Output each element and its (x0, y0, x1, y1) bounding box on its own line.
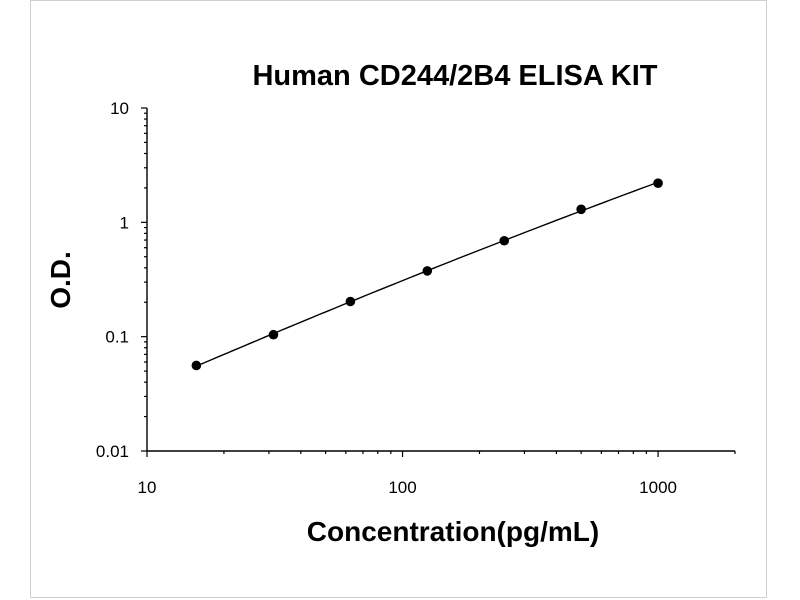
data-point (345, 296, 356, 307)
data-point (576, 204, 586, 215)
x-axis-title: Concentration(pg/mL) (307, 516, 599, 547)
chart-frame (30, 0, 767, 598)
data-point (653, 178, 663, 188)
x-tick-label: 10 (138, 478, 157, 497)
y-axis-ticks (141, 107, 147, 452)
x-tick-label: 100 (388, 478, 416, 497)
x-axis-ticks (146, 451, 736, 457)
data-points (191, 178, 663, 371)
y-tick-label: 10 (110, 99, 129, 118)
y-axis-tick-labels: 0.01 0.1 1 10 (96, 99, 129, 461)
y-axis-title: O.D. (45, 251, 76, 309)
data-point (422, 266, 433, 276)
x-tick-label: 1000 (639, 478, 677, 497)
chart-title: Human CD244/2B4 ELISA KIT (252, 60, 657, 92)
data-point (499, 235, 510, 246)
y-tick-label: 0.01 (96, 442, 129, 461)
data-point (268, 329, 279, 340)
x-axis-tick-labels: 10 100 1000 (138, 478, 677, 497)
y-tick-label: 1 (120, 213, 129, 232)
data-point (191, 360, 202, 371)
y-tick-label: 0.1 (105, 328, 129, 347)
